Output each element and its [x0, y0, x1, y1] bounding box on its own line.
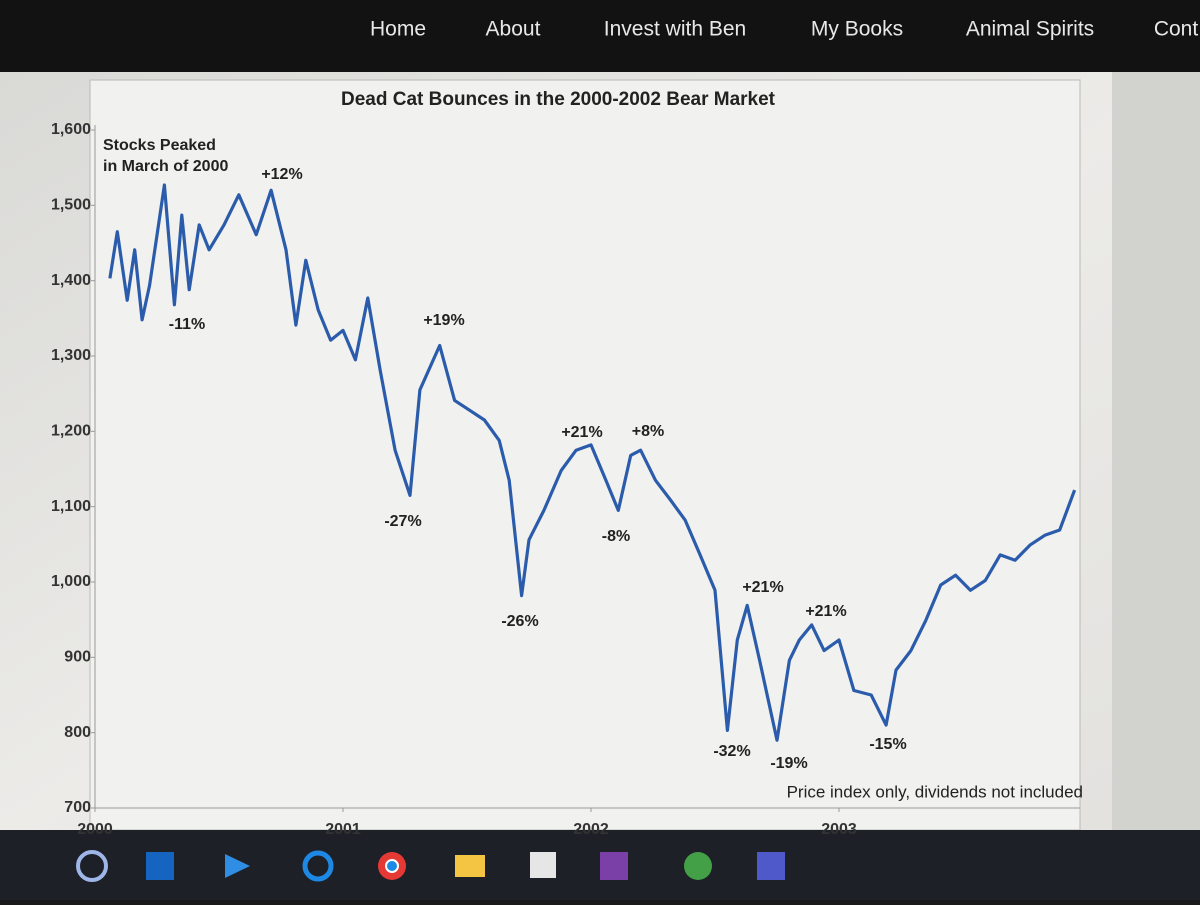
nav-link[interactable]: Cont: [1154, 18, 1199, 41]
y-tick-label: 1,000: [51, 573, 91, 590]
nav-link[interactable]: Animal Spirits: [966, 18, 1094, 41]
x-tick-label: 2000: [77, 821, 113, 838]
annotation: Price index only, dividends not included: [787, 782, 1083, 801]
nav-link[interactable]: Home: [370, 18, 426, 41]
y-tick-label: 700: [64, 799, 91, 816]
annotation: -27%: [384, 513, 421, 530]
price-line: [108, 183, 1077, 742]
y-tick-label: 1,300: [51, 347, 91, 364]
annotation: +21%: [805, 603, 846, 620]
annotation: -8%: [602, 528, 630, 545]
y-tick-label: 1,600: [51, 121, 91, 138]
annotation: +21%: [742, 579, 783, 596]
y-tick-label: 900: [64, 649, 91, 666]
annotation: +8%: [632, 423, 664, 440]
y-tick-label: 800: [64, 724, 91, 741]
app-icon: [757, 852, 785, 880]
app-icon: [146, 852, 174, 880]
nav-link[interactable]: About: [486, 18, 541, 41]
app-icon: [302, 850, 334, 882]
app-icon: [455, 855, 485, 877]
annotation: +21%: [561, 424, 602, 441]
x-tick-label: 2003: [821, 821, 857, 838]
app-icon: [225, 854, 250, 878]
app-icon: [76, 850, 108, 882]
nav-bar: [0, 0, 1200, 72]
annotation: -11%: [169, 316, 205, 333]
x-tick-label: 2001: [325, 821, 361, 838]
app-icon: [600, 852, 628, 880]
x-tick-label: 2002: [573, 821, 609, 838]
y-tick-label: 1,400: [51, 272, 91, 289]
app-icon: [385, 859, 399, 873]
annotation: in March of 2000: [103, 158, 228, 175]
nav-link[interactable]: Invest with Ben: [604, 18, 746, 41]
nav-link[interactable]: My Books: [811, 18, 903, 41]
annotation: -32%: [713, 743, 750, 760]
y-tick-label: 1,200: [51, 423, 91, 440]
annotation: -15%: [869, 736, 906, 753]
y-tick-label: 1,100: [51, 498, 91, 515]
app-icon: [684, 852, 712, 880]
chart-frame: [89, 79, 1081, 831]
taskbar-icons: [76, 850, 785, 882]
annotation: +19%: [423, 312, 464, 329]
app-icon: [530, 852, 556, 878]
y-tick-label: 1,500: [51, 197, 91, 214]
chart-title: Dead Cat Bounces in the 2000-2002 Bear M…: [341, 89, 776, 110]
annotation: -26%: [501, 613, 538, 630]
annotation: Stocks Peaked: [103, 137, 216, 154]
side-panel: [1112, 72, 1200, 830]
annotation: -19%: [770, 755, 807, 772]
annotation: +12%: [261, 166, 302, 183]
